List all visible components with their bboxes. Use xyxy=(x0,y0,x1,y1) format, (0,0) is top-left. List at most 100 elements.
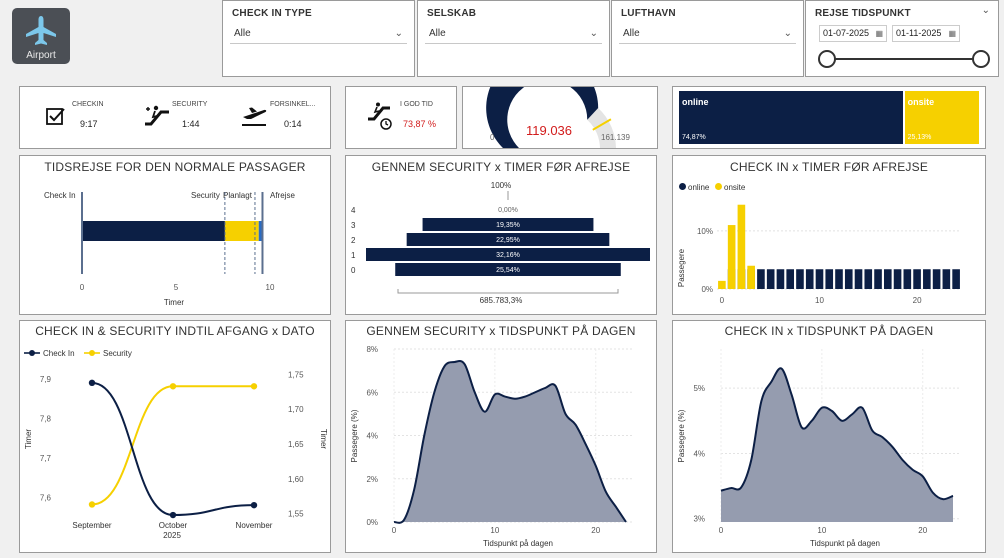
kpi-checkin-value: 9:17 xyxy=(80,119,98,129)
checkin-day-title: CHECK IN x TIDSPUNKT PÅ DAGEN xyxy=(724,324,934,338)
checkin-split-card: online 74,87% onsite 25,13% xyxy=(672,86,986,149)
checkin-type-dropdown[interactable]: Alle ⌄ xyxy=(230,24,407,44)
chevron-down-icon[interactable]: ⌄ xyxy=(981,5,990,16)
hours-bar-online xyxy=(835,269,843,289)
journey-x-tick: 10 xyxy=(266,283,275,292)
trend-right-tick: 1,60 xyxy=(288,475,304,484)
security-point xyxy=(169,383,177,390)
hours-bar-online xyxy=(854,269,863,289)
hours-bar-online xyxy=(796,269,804,289)
trend-right-tick: 1,55 xyxy=(288,510,304,519)
security-day-title: GENNEM SECURITY x TIDSPUNKT PÅ DAGEN xyxy=(366,324,636,338)
hours-bar-online xyxy=(864,269,873,289)
logo-tile: Airport xyxy=(12,8,70,64)
legend-dot xyxy=(715,183,722,190)
trend-x-label: September xyxy=(72,521,111,530)
ciday-line xyxy=(720,367,954,501)
ciday-area xyxy=(721,368,953,522)
funnel-bar xyxy=(366,248,650,261)
trend-left-tick: 7,8 xyxy=(40,414,52,423)
checkin-day-chart: Passegere (%) Tidspunkt på dagen 3% 4% 5% 0… xyxy=(677,349,959,548)
ciday-x-tick: 20 xyxy=(918,526,927,535)
filter-company: SELSKAB Alle ⌄ xyxy=(417,0,610,77)
onsite-label: onsite xyxy=(907,97,935,107)
calendar-icon: ▦ xyxy=(875,29,883,38)
legend-security-label: Security xyxy=(103,349,132,358)
company-dropdown[interactable]: Alle ⌄ xyxy=(425,24,602,44)
filter-travel-date: REJSE TIDSPUNKT ⌄ 01-07-2025 ▦ 01-11-202… xyxy=(805,0,999,77)
airplane-icon xyxy=(26,16,56,45)
hours-bar-onsite xyxy=(747,265,755,289)
ciday-y-tick: 4% xyxy=(693,449,705,458)
hours-bar-online xyxy=(913,269,921,289)
funnel-category-label: 1 xyxy=(351,251,356,260)
checkin-point xyxy=(88,379,96,387)
legend-onsite[interactable]: onsite xyxy=(715,183,745,192)
secday-x-tick: 0 xyxy=(392,526,397,535)
dropdown-value: Alle xyxy=(429,28,446,39)
trend-card: CHECK IN & SECURITY INDTIL AFGANG x DATO… xyxy=(19,320,331,553)
date-to-value: 01-11-2025 xyxy=(896,28,942,38)
checkin-point xyxy=(250,501,258,509)
security-point xyxy=(88,501,96,508)
journey-title: TIDSREJSE FOR DEN NORMALE PASSAGER xyxy=(44,160,306,174)
security-point xyxy=(250,383,258,390)
funnel-bar xyxy=(406,233,610,246)
hours-bar-online xyxy=(815,269,824,289)
journey-segment-checkin xyxy=(82,221,225,241)
checkin-hours-title: CHECK IN x TIMER FØR AFREJSE xyxy=(729,160,929,174)
funnel-bar-label: 22,95% xyxy=(496,237,520,244)
security-day-card: GENNEM SECURITY x TIDSPUNKT PÅ DAGEN Pas… xyxy=(345,320,657,553)
secday-y-tick: 6% xyxy=(366,388,378,397)
journey-label-checkin: Check In xyxy=(44,191,76,200)
hours-bar-online xyxy=(932,269,941,289)
checkin-hours-card: CHECK IN x TIMER FØR AFREJSE online onsi… xyxy=(672,155,986,315)
onsite-pct: 25,13% xyxy=(907,134,932,141)
trend-right-tick: 1,70 xyxy=(288,405,304,414)
secday-y-tick: 8% xyxy=(366,345,378,354)
airport-dropdown[interactable]: Alle ⌄ xyxy=(619,24,796,44)
checkin-point xyxy=(169,511,177,519)
gauge-max-label: 161.139 xyxy=(601,133,630,142)
journey-xlabel: Timer xyxy=(164,298,184,307)
online-share-bar[interactable]: online 74,87% xyxy=(679,91,903,144)
gauge-fill xyxy=(486,87,599,148)
dropdown-value: Alle xyxy=(623,28,640,39)
kpi-delay-label: FORSINKEL... xyxy=(270,101,316,108)
date-slider-handle-end[interactable] xyxy=(972,50,990,68)
funnel-bar-label: 0,00% xyxy=(498,207,518,214)
secday-y-tick: 2% xyxy=(366,475,378,484)
on-time-label: I GOD TID xyxy=(400,101,433,108)
trend-x-year: 2025 xyxy=(163,531,181,540)
onsite-share-bar[interactable]: onsite 25,13% xyxy=(904,91,979,144)
journey-x-tick: 5 xyxy=(174,283,179,292)
date-to-input[interactable]: 01-11-2025 ▦ xyxy=(892,25,960,42)
kpi-card: CHECKIN 9:17 SECURITY 1:44 FORSINKEL... … xyxy=(19,86,331,149)
journey-chart: Check In Security Planlagt Afrejse Timer… xyxy=(44,191,295,307)
trend-left-tick: 7,9 xyxy=(40,375,52,384)
journey-label-planned: Planlagt xyxy=(223,191,253,200)
journey-label-security: Security xyxy=(191,191,220,200)
on-time-card: I GOD TID 73,87 % xyxy=(345,86,457,149)
logo-label: Airport xyxy=(26,50,56,61)
security-funnel-title: GENNEM SECURITY x TIMER FØR AFREJSE xyxy=(371,160,631,174)
filter-checkin-type: CHECK IN TYPE Alle ⌄ xyxy=(222,0,415,77)
legend-label: onsite xyxy=(724,183,746,192)
checkbox-icon xyxy=(46,108,65,125)
gauge-card: 0 119.036 161.139 xyxy=(462,86,658,149)
hours-bar-online xyxy=(903,269,912,289)
hours-bar-online xyxy=(757,269,765,289)
date-from-input[interactable]: 01-07-2025 ▦ xyxy=(819,25,887,42)
ciday-ylabel: Passegere (%) xyxy=(677,409,686,462)
date-slider-handle-start[interactable] xyxy=(818,50,836,68)
funnel-bar xyxy=(422,218,594,231)
date-slider-track[interactable] xyxy=(828,58,980,60)
trend-left-tick: 7,6 xyxy=(40,493,52,502)
legend-online[interactable]: online xyxy=(679,183,709,192)
funnel-bar-label: 32,16% xyxy=(496,252,520,259)
funnel-category-label: 0 xyxy=(351,266,356,275)
funnel-total-label: 685.783,3% xyxy=(479,296,523,305)
funnel-category-label: 4 xyxy=(351,206,356,215)
legend-dot xyxy=(679,183,686,190)
gauge-value-label: 119.036 xyxy=(525,123,573,138)
